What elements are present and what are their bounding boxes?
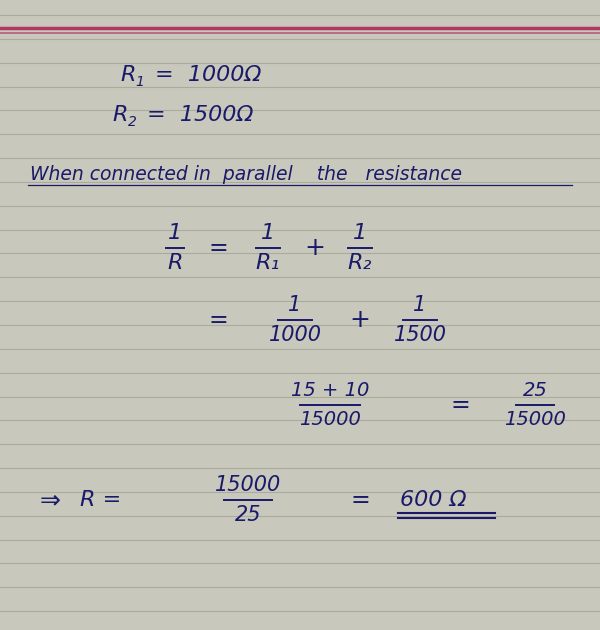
Text: 15000: 15000 xyxy=(299,410,361,428)
Text: R₂: R₂ xyxy=(348,253,372,273)
Text: 15000: 15000 xyxy=(215,475,281,495)
Text: When connected in  parallel    the   resistance: When connected in parallel the resistanc… xyxy=(30,166,462,185)
Text: 25: 25 xyxy=(235,505,261,525)
Text: +: + xyxy=(305,236,325,260)
Text: 600 Ω: 600 Ω xyxy=(400,490,467,510)
Text: =: = xyxy=(208,236,228,260)
Text: 1: 1 xyxy=(168,223,182,243)
Text: 1000: 1000 xyxy=(269,325,322,345)
Text: =: = xyxy=(450,393,470,417)
Text: =: = xyxy=(350,488,370,512)
Text: R: R xyxy=(167,253,183,273)
Text: R: R xyxy=(120,65,136,85)
Text: =  1000Ω: = 1000Ω xyxy=(155,65,262,85)
Text: +: + xyxy=(349,308,371,332)
Text: 1: 1 xyxy=(289,295,302,315)
Text: =: = xyxy=(208,308,228,332)
Text: R =: R = xyxy=(80,490,121,510)
Text: 2: 2 xyxy=(128,115,136,129)
Text: 1: 1 xyxy=(353,223,367,243)
Text: ⇒: ⇒ xyxy=(40,488,61,512)
Text: 1: 1 xyxy=(413,295,427,315)
Text: R: R xyxy=(112,105,128,125)
Text: R₁: R₁ xyxy=(256,253,280,273)
Text: 25: 25 xyxy=(523,381,547,401)
Text: 1: 1 xyxy=(136,75,145,89)
Text: 15 + 10: 15 + 10 xyxy=(291,381,369,401)
Text: 1500: 1500 xyxy=(394,325,446,345)
Text: 1: 1 xyxy=(261,223,275,243)
Text: 15000: 15000 xyxy=(504,410,566,428)
Text: =  1500Ω: = 1500Ω xyxy=(147,105,253,125)
